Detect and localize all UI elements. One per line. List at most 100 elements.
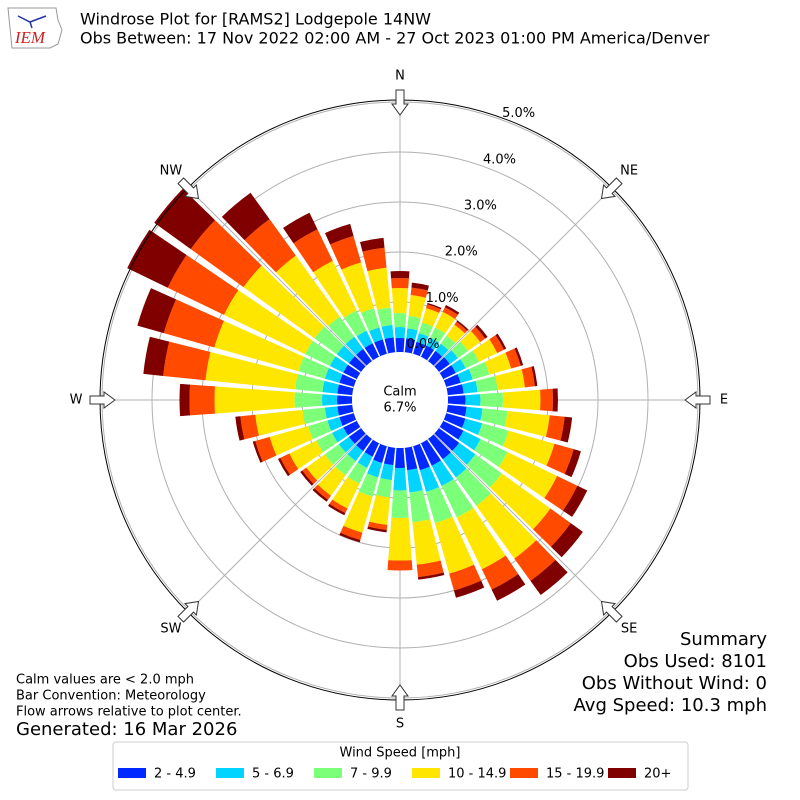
bar-segment: [332, 427, 348, 443]
calm-value: 6.7%: [383, 401, 416, 416]
bar-segment: [421, 308, 440, 327]
bar-segment: [416, 333, 429, 345]
spoke: [433, 187, 613, 367]
bar-segment: [302, 467, 318, 485]
bar-segment: [393, 467, 407, 491]
direction-label: SE: [621, 622, 637, 637]
bar-segment: [143, 336, 170, 376]
bar-segment: [343, 364, 361, 380]
bar-segment: [214, 386, 295, 414]
direction-label: SW: [160, 622, 181, 637]
bar-segment: [451, 358, 466, 374]
logo: IEM: [7, 7, 63, 49]
bar-segment: [406, 328, 418, 340]
bar-segment: [431, 460, 454, 486]
bar-segment: [562, 485, 588, 517]
r-tick-label: 0.0%: [406, 337, 439, 352]
bar-segment: [205, 352, 298, 390]
summary-line: Avg Speed: 10.3 mph: [574, 695, 767, 716]
bar-segment: [456, 507, 506, 570]
bar-segment: [472, 339, 498, 362]
bar-segment: [514, 347, 524, 366]
bar-segment: [552, 388, 558, 412]
bar-segment: [428, 350, 443, 366]
bar-segment: [302, 407, 327, 425]
bar-segment: [491, 574, 526, 601]
bar-segment: [214, 320, 304, 372]
bar-segment: [300, 470, 314, 486]
bar-segment: [391, 288, 409, 314]
bar-segment: [504, 410, 550, 437]
bar-segment: [348, 428, 366, 444]
bar-segment: [489, 473, 551, 530]
r-tick-label: 2.0%: [445, 245, 478, 260]
bar-segment: [503, 430, 555, 466]
bar-segment: [446, 404, 467, 417]
bar-segment: [154, 188, 216, 250]
bar-segment: [434, 428, 460, 451]
bar-segment: [502, 389, 541, 411]
bar-segment: [330, 235, 362, 270]
bar-segment: [295, 374, 325, 393]
bar-segment: [314, 326, 345, 355]
bar-segment: [388, 517, 412, 561]
flow-arrow: [177, 177, 200, 200]
bar-segment: [308, 420, 332, 440]
legend-label: 20+: [644, 767, 671, 782]
bar-segment: [495, 333, 507, 350]
legend-label: 15 - 19.9: [546, 767, 604, 782]
bar-segment: [373, 443, 387, 464]
bar-segment: [347, 462, 368, 484]
legend-swatch: [314, 768, 342, 778]
bar-segment: [427, 302, 442, 310]
bar-segment: [163, 341, 211, 381]
bar-segment: [464, 406, 483, 421]
bar-segment: [477, 423, 509, 447]
bar-segment: [163, 299, 224, 348]
bar-segment: [470, 326, 486, 343]
bar-segment: [560, 416, 573, 443]
bar-segment: [347, 445, 364, 462]
note: Bar Convention: Meteorology: [16, 689, 206, 704]
bar-segment: [348, 356, 366, 372]
bar-segment: [514, 540, 556, 581]
bar-segment: [426, 487, 453, 524]
legend-label: 5 - 6.9: [252, 767, 294, 782]
bar-segment: [447, 395, 466, 405]
bar-segment: [460, 330, 481, 351]
spoke: [433, 433, 613, 613]
bar-segment: [381, 324, 394, 339]
generated: Generated: 16 Mar 2026: [16, 719, 237, 740]
bar-segment: [458, 430, 481, 451]
bar-segment: [391, 278, 409, 289]
calm-label: Calm: [383, 385, 416, 400]
bar-segment: [280, 453, 299, 475]
bar-segment: [498, 452, 558, 499]
bar-segment: [418, 322, 433, 337]
bar-segment: [328, 503, 346, 516]
bar-segment: [329, 356, 348, 373]
bar-segment: [442, 307, 458, 319]
bar-segment: [390, 271, 410, 279]
bar-segment: [367, 459, 383, 478]
spoke: [187, 187, 367, 367]
bar-segment: [328, 316, 355, 345]
bar-segment: [439, 420, 464, 440]
bar-segment: [416, 560, 444, 578]
bar-segment: [407, 468, 423, 493]
bar-segment: [430, 327, 446, 343]
bar-segment: [337, 404, 354, 416]
bar-segment: [480, 408, 508, 427]
bar-segment: [322, 380, 339, 394]
bar-segment: [475, 375, 498, 393]
bar-segment: [426, 337, 440, 350]
bar-segment: [298, 356, 329, 379]
bar-segment: [532, 508, 571, 547]
bar-segment: [312, 488, 329, 502]
bar-segment: [391, 490, 409, 518]
bar-segment: [306, 454, 334, 481]
bar-segment: [324, 444, 346, 465]
r-tick-label: 3.0%: [464, 198, 497, 213]
bar-segment: [540, 388, 553, 412]
